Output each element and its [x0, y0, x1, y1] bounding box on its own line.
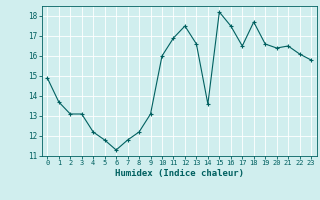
- X-axis label: Humidex (Indice chaleur): Humidex (Indice chaleur): [115, 169, 244, 178]
